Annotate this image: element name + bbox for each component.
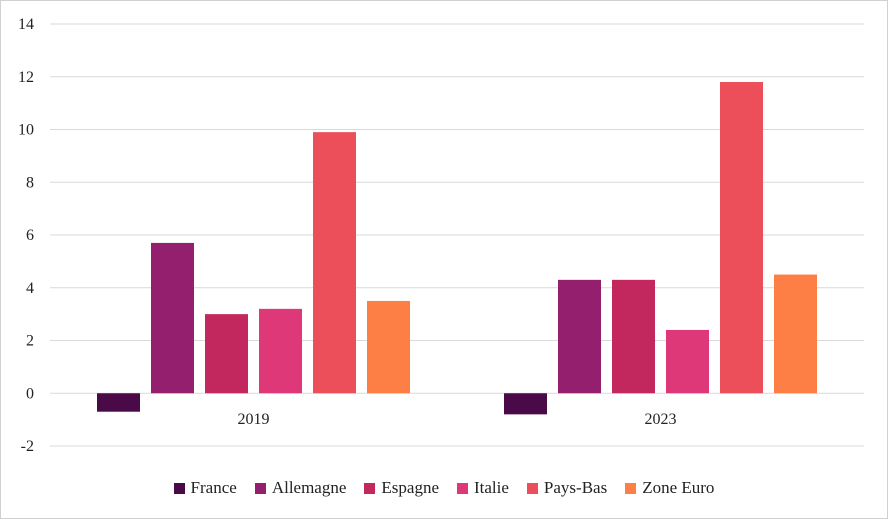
- legend: France Allemagne Espagne Italie Pays-Bas Zone…: [0, 476, 888, 500]
- y-tick-label: 14: [18, 16, 34, 33]
- bar-pays-bas-2019: [313, 132, 356, 394]
- bar-italie-2019: [259, 308, 302, 394]
- legend-item: Allemagne: [254, 478, 347, 498]
- bar-italie-2023: [666, 329, 709, 394]
- legend-swatch: [254, 482, 266, 494]
- legend-swatch: [625, 482, 637, 494]
- y-tick-label: 4: [26, 280, 34, 297]
- bar-pays-bas-2023: [720, 82, 763, 394]
- y-tick-label: 2: [26, 333, 34, 350]
- legend-item: France: [173, 478, 237, 498]
- bar-france-2023: [504, 393, 547, 415]
- bar-zone-euro-2023: [774, 274, 817, 394]
- legend-item: Italie: [457, 478, 509, 498]
- bar-allemagne-2023: [558, 279, 601, 394]
- bar-espagne-2023: [612, 279, 655, 394]
- y-axis-labels: -2 0 2 4 6 8 10 12 14: [18, 16, 34, 455]
- x-category-label: 2019: [238, 411, 270, 428]
- legend-label: Espagne: [381, 478, 439, 497]
- legend-item: Zone Euro: [625, 478, 714, 498]
- y-tick-label: -2: [21, 438, 34, 455]
- legend-swatch: [364, 482, 376, 494]
- legend-label: Pays-Bas: [543, 478, 608, 497]
- y-tick-label: 10: [18, 122, 34, 139]
- x-category-label: 2023: [645, 411, 677, 428]
- legend-item: Espagne: [364, 478, 439, 498]
- bars: [97, 82, 817, 415]
- legend-label: Allemagne: [271, 478, 347, 497]
- bar-zone-euro-2019: [367, 300, 410, 394]
- legend-label: Italie: [474, 478, 509, 497]
- y-tick-label: 8: [26, 174, 34, 191]
- bar-france-2019: [97, 393, 140, 412]
- legend-swatch: [457, 482, 468, 494]
- bar-espagne-2019: [205, 314, 248, 394]
- legend-swatch: [526, 482, 538, 494]
- bar-allemagne-2019: [151, 242, 194, 394]
- legend-item: Pays-Bas: [526, 478, 608, 498]
- legend-label: Zone Euro: [642, 478, 715, 497]
- y-tick-label: 6: [26, 227, 34, 244]
- x-axis-labels: 2019 2023: [238, 411, 677, 428]
- legend-swatch: [173, 482, 185, 494]
- legend-label: France: [190, 478, 237, 497]
- y-tick-label: 0: [26, 385, 34, 402]
- y-tick-label: 12: [18, 69, 34, 86]
